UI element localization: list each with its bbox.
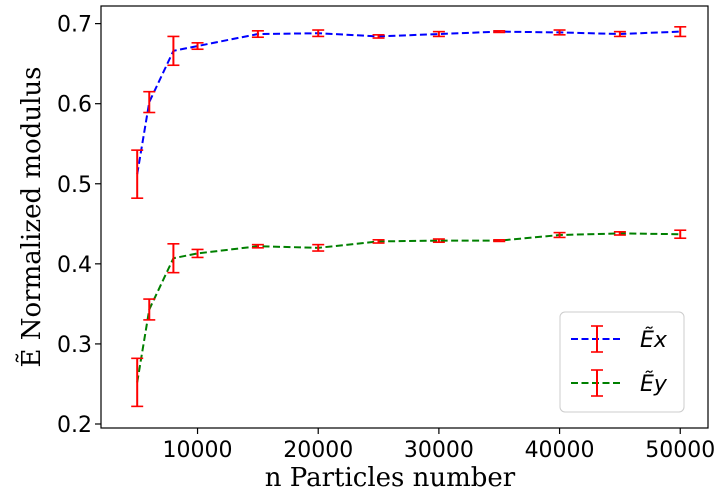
error-bar [613, 231, 626, 236]
error-bar [432, 238, 445, 244]
y-tick-label: 0.7 [57, 13, 92, 38]
error-bar [312, 243, 325, 252]
y-axis-label: Ẽ Normalized modulus [15, 67, 47, 368]
legend: Ẽx Ẽy [559, 311, 685, 413]
error-bar [191, 42, 204, 51]
error-bar [372, 34, 385, 39]
error-bar [372, 239, 385, 244]
error-bar [312, 29, 325, 38]
y-tick-label: 0.3 [57, 333, 92, 358]
x-tick-label: 10000 [163, 438, 233, 463]
error-bar [167, 35, 180, 67]
error-bar [674, 26, 687, 38]
series-line-0 [136, 30, 681, 175]
error-bar [131, 149, 144, 199]
error-bar [143, 298, 156, 321]
series-line-1 [136, 232, 681, 383]
series-layer [131, 26, 687, 408]
legend-entry: Ẽy [571, 369, 668, 397]
legend-label: Ẽx [640, 326, 668, 353]
error-bar [553, 231, 566, 239]
y-tick-label: 0.6 [57, 93, 92, 118]
error-bar [251, 243, 264, 249]
x-tick-label: 40000 [525, 438, 595, 463]
x-axis-ticks: 10000 20000 30000 40000 50000 [163, 428, 714, 463]
error-bar [143, 90, 156, 114]
x-tick-label: 20000 [283, 438, 353, 463]
y-tick-label: 0.2 [57, 413, 92, 438]
y-tick-label: 0.5 [57, 173, 92, 198]
error-bar [493, 30, 506, 34]
y-tick-label: 0.4 [57, 253, 92, 278]
error-bar [167, 243, 180, 274]
x-tick-label: 50000 [645, 438, 714, 463]
error-bar [131, 357, 144, 408]
error-bar [674, 229, 687, 240]
error-bar [251, 30, 264, 39]
error-bar [613, 30, 626, 38]
legend-label: Ẽy [640, 370, 668, 397]
legend-entry: Ẽx [571, 325, 668, 353]
x-axis-label: n Particles number [265, 463, 516, 493]
error-bar [553, 29, 566, 36]
error-bar [493, 239, 506, 243]
y-axis-ticks: 0.2 0.3 0.4 0.5 0.6 0.7 [57, 13, 101, 438]
legend-box [559, 311, 685, 413]
plot-frame [100, 5, 709, 429]
x-tick-label: 30000 [404, 438, 474, 463]
legend-entries: Ẽx Ẽy [571, 325, 668, 397]
error-bar [191, 248, 204, 259]
error-bar [432, 30, 445, 38]
